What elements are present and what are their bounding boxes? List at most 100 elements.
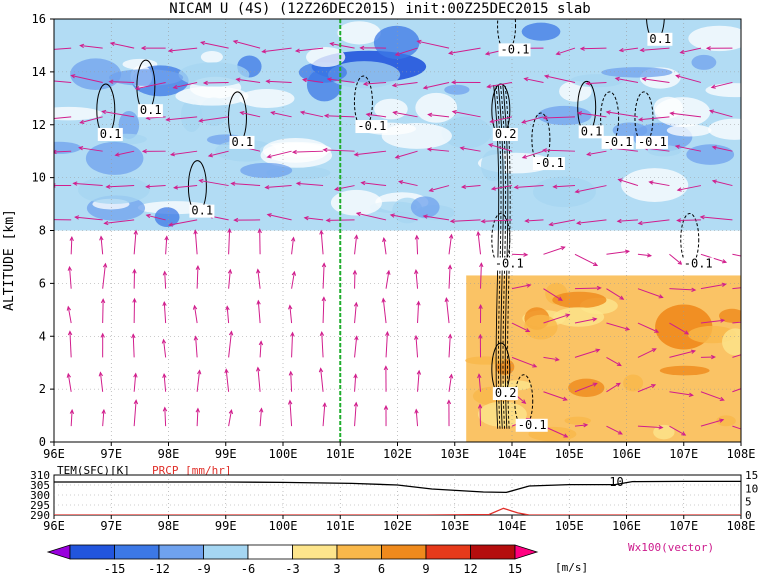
wind-vector <box>449 218 481 224</box>
contour-labels: 0.10.10.10.1-0.1-0.10.10.2-0.10.1-0.1 -0.… <box>97 32 714 432</box>
surface-x-tick-label: 104E <box>498 519 527 533</box>
surface-lines: 10 <box>54 475 741 515</box>
wind-vector <box>232 39 261 49</box>
wind-vector <box>319 229 324 255</box>
contour-label: 0.1 <box>140 103 162 117</box>
wind-vector <box>167 47 198 53</box>
wind-vector <box>669 425 687 436</box>
wind-vector <box>101 408 106 427</box>
contour-label-bg <box>492 127 518 141</box>
contour-label-bg <box>635 135 668 149</box>
wind-vector <box>422 214 450 221</box>
shade-patch <box>524 314 558 340</box>
wind-vector <box>523 77 544 83</box>
wind-vector <box>299 110 324 118</box>
wind-vector <box>195 264 201 289</box>
surface-y-tick-label: 305 <box>30 479 50 492</box>
contour-label: 0.1 <box>191 204 213 218</box>
surface-x-tick-label: 105E <box>555 519 584 533</box>
wind-vector <box>414 234 420 255</box>
wind-vector <box>385 330 390 358</box>
shade-patch <box>410 196 440 218</box>
surface-y-tick-label: 310 <box>30 469 50 482</box>
contour-label: 0.2 <box>495 127 517 141</box>
wind-vector <box>227 268 233 289</box>
shade-patch <box>691 54 717 70</box>
wind-vector <box>257 228 262 255</box>
wind-vector <box>524 218 544 223</box>
contour-label: 0.1 <box>100 127 122 141</box>
x-tick-label: 101E <box>326 447 355 461</box>
wind-vector <box>70 74 103 83</box>
wind-vector <box>162 372 167 392</box>
shade-patch <box>54 141 82 154</box>
colorbar: -15 -12 -9 -6 -3 3 6 9 12 15 <box>46 544 539 575</box>
wind-vector <box>648 180 670 187</box>
wind-vector <box>552 184 576 189</box>
shade-patch <box>722 328 741 356</box>
wind-vector <box>145 184 166 189</box>
wind-vector <box>637 425 664 430</box>
colorbar-tick-label: -6 <box>241 562 255 575</box>
wind-vector <box>460 184 481 189</box>
colorbar-box <box>470 544 516 560</box>
wind-vector <box>606 288 625 300</box>
wind-vector <box>618 47 639 53</box>
contour-label: 0.1 <box>649 32 671 46</box>
wind-vector <box>637 288 664 299</box>
wind-vector <box>669 111 701 118</box>
shade-patch <box>716 415 736 427</box>
wind-vector <box>489 116 513 124</box>
wind-vector <box>132 297 137 324</box>
wind-vector <box>575 219 607 226</box>
y-tick-label: 0 <box>39 435 46 449</box>
surface-x-tick-label: 106E <box>612 519 641 533</box>
wind-vector <box>133 229 138 255</box>
wind-vector <box>66 305 72 324</box>
surface-x-tick-label: 99E <box>215 519 237 533</box>
wind-vector <box>79 116 103 124</box>
contour-label-bg <box>492 257 525 271</box>
x-axis-ticks: 96E 97E 98E 99E 100E 101E 102E 103E 104E 105E 106E… <box>43 442 755 461</box>
wind-vector <box>511 283 532 290</box>
wind-vector <box>141 149 166 154</box>
wind-vector <box>639 47 670 53</box>
wind-vector <box>389 213 418 221</box>
wind-vector <box>416 300 421 324</box>
wind-vector <box>637 219 670 226</box>
wind-vector <box>555 47 576 56</box>
y-tick-label: 8 <box>39 224 46 238</box>
wind-vector <box>354 335 359 358</box>
wind-vector <box>162 300 167 324</box>
contour-label-bg <box>355 120 388 134</box>
wind-vector <box>679 47 702 55</box>
colorbar-box <box>292 544 338 560</box>
contour-line <box>600 91 620 145</box>
wind-vector <box>637 322 660 333</box>
shade-patch <box>521 22 561 41</box>
colorbar-tick-label: 9 <box>422 562 429 575</box>
wind-vector <box>732 253 741 257</box>
wind-vector <box>382 237 387 255</box>
wind-vector <box>54 219 72 221</box>
wind-vector <box>365 112 387 118</box>
wind-vector <box>303 215 324 221</box>
wind-vector <box>451 109 481 118</box>
wind-vector <box>353 301 359 324</box>
x-tick-label: 97E <box>100 447 122 461</box>
x-tick-label: 99E <box>215 447 237 461</box>
wind-vector <box>574 253 599 266</box>
wind-vector <box>290 331 295 358</box>
line-label: 10 <box>609 475 623 489</box>
wind-vector <box>355 211 387 221</box>
shade-patch <box>666 124 712 137</box>
contour-label: -0.1 <box>604 135 633 149</box>
wind-vector <box>416 369 422 392</box>
shade-patch <box>118 110 140 140</box>
wind-vector <box>164 235 169 255</box>
wind-vector <box>543 391 568 401</box>
contour-label: -0.1 <box>684 257 713 271</box>
wind-vector <box>140 45 166 51</box>
y-tick-label: 4 <box>39 329 46 343</box>
wind-vector <box>258 340 264 358</box>
